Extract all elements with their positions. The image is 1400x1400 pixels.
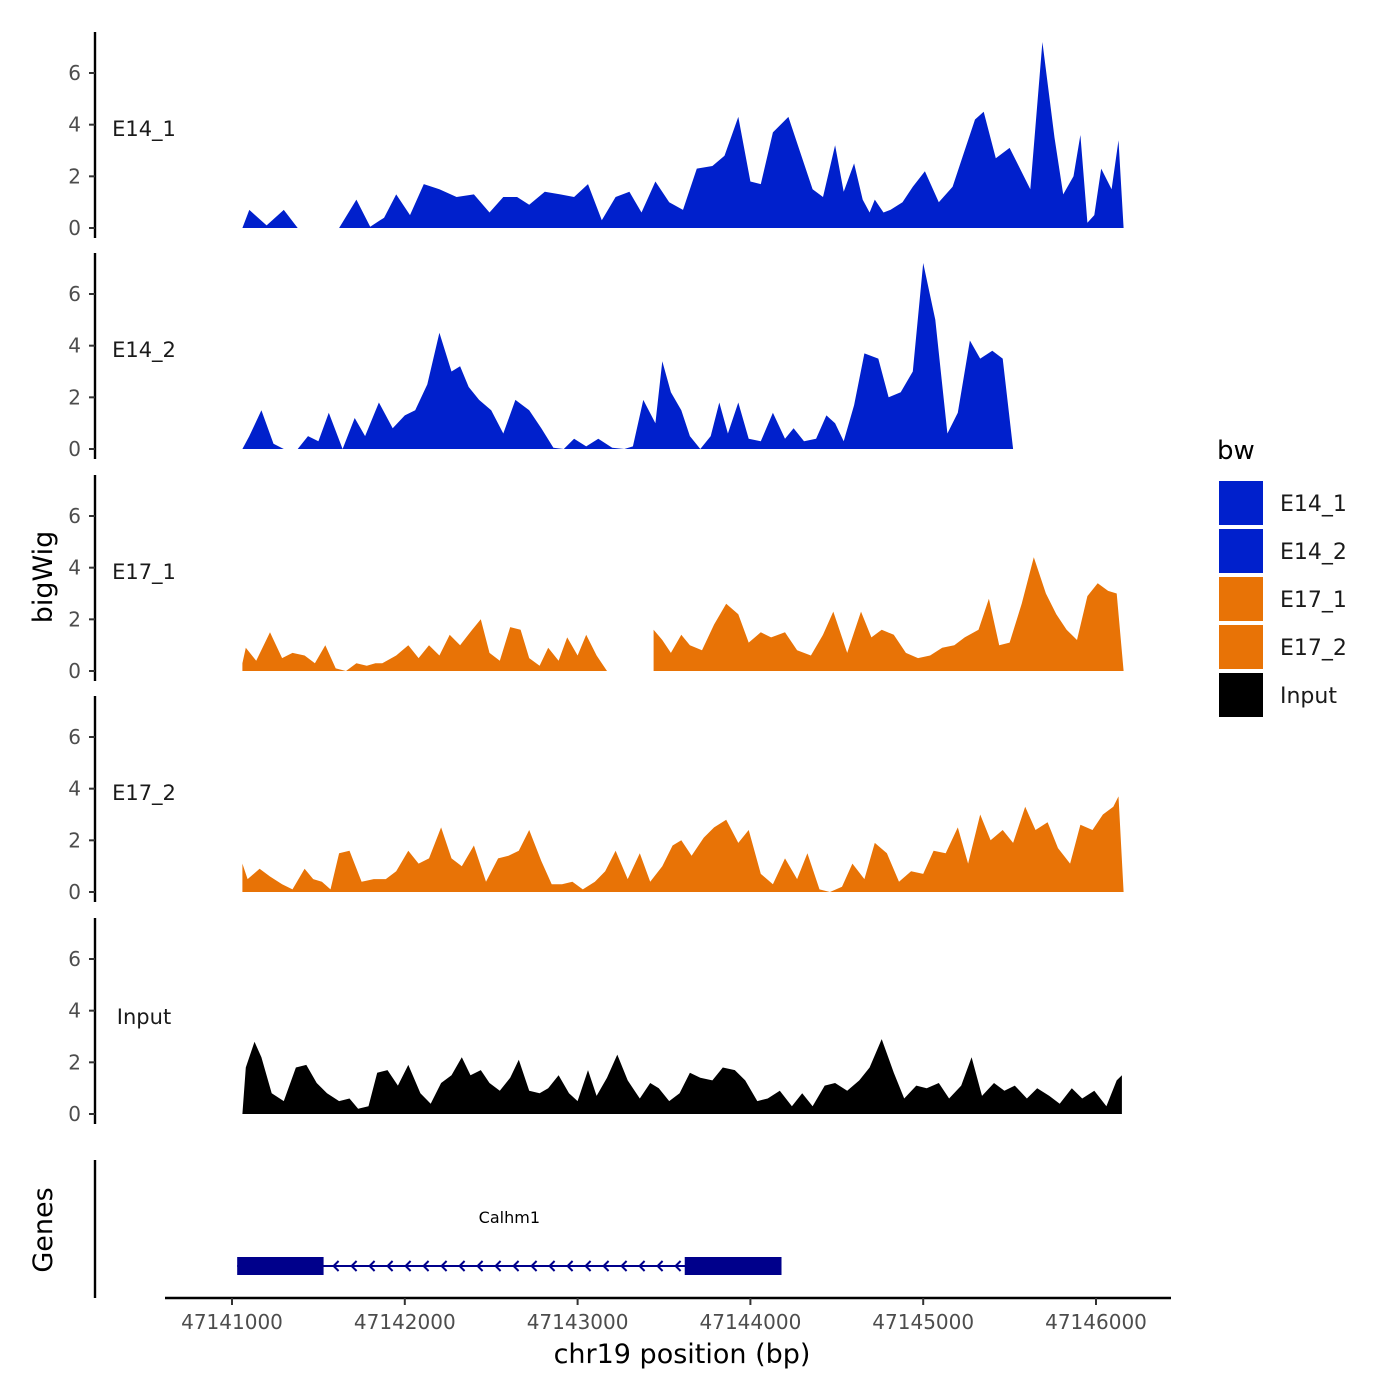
- legend: bw E14_1 E14_2 E17_1 E17_2 Input: [1217, 436, 1347, 717]
- y-tick-label: 6: [68, 947, 81, 971]
- legend-title: bw: [1217, 436, 1255, 466]
- y-tick-label: 4: [68, 556, 81, 580]
- y-tick-label: 4: [68, 777, 81, 801]
- x-tick-label: 47146000: [1045, 1310, 1147, 1334]
- y-tick-label: 6: [68, 504, 81, 528]
- coverage-area: [242, 263, 1124, 449]
- x-axis-title: chr19 position (bp): [554, 1339, 811, 1370]
- strand-arrow: [332, 1260, 340, 1272]
- strand-arrow: [548, 1260, 556, 1272]
- y-tick-label: 4: [68, 999, 81, 1023]
- legend-label: E14_2: [1280, 540, 1347, 565]
- y-tick-label: 4: [68, 113, 81, 137]
- legend-item: Input: [1219, 673, 1337, 717]
- y-axis-title: bigWig: [28, 531, 59, 624]
- gene-exon: [684, 1257, 782, 1275]
- y-tick-label: 2: [68, 164, 81, 188]
- legend-label: E14_1: [1280, 492, 1347, 517]
- track-e17-1: 0 2 4 6 E17_1: [68, 475, 1124, 683]
- y-tick-label: 0: [68, 1102, 81, 1126]
- strand-arrow: [440, 1260, 448, 1272]
- y-tick-label: 0: [68, 659, 81, 683]
- strand-arrow: [566, 1260, 574, 1272]
- genes-axis-title: Genes: [28, 1187, 59, 1272]
- x-tick-label: 47142000: [354, 1310, 456, 1334]
- y-tick-label: 0: [68, 216, 81, 240]
- strand-arrow: [404, 1260, 412, 1272]
- legend-label: Input: [1280, 684, 1337, 709]
- y-tick-label: 4: [68, 334, 81, 358]
- y-tick-label: 0: [68, 437, 81, 461]
- legend-item: E14_2: [1219, 529, 1347, 573]
- strand-arrow: [638, 1260, 646, 1272]
- x-tick-label: 47145000: [872, 1310, 974, 1334]
- gene-exon: [237, 1257, 324, 1275]
- gene-calhm1: Calhm1: [237, 1208, 782, 1275]
- strand-arrow: [602, 1260, 610, 1272]
- strand-arrow: [620, 1260, 628, 1272]
- legend-item: E14_1: [1219, 481, 1347, 525]
- track-e14-1: 0 2 4 6 E14_1: [68, 32, 1124, 240]
- strand-arrow: [656, 1260, 664, 1272]
- track-label: E14_1: [112, 117, 176, 142]
- legend-swatch: [1219, 625, 1263, 669]
- legend-label: E17_2: [1280, 636, 1347, 661]
- y-tick-label: 2: [68, 1050, 81, 1074]
- strand-arrow: [368, 1260, 376, 1272]
- strand-arrow: [422, 1260, 430, 1272]
- legend-swatch: [1219, 529, 1263, 573]
- coverage-area: [242, 42, 1124, 228]
- coverage-area: [242, 1039, 1122, 1114]
- y-tick-label: 2: [68, 828, 81, 852]
- legend-swatch: [1219, 481, 1263, 525]
- strand-arrow: [458, 1260, 466, 1272]
- strand-arrow: [350, 1260, 358, 1272]
- track-panels: 0 2 4 6 E14_1 0 2 4 6 E14_2 0 2 4 6 E17_1 0 2 4 6 E17_2 0 2 4 6…: [68, 32, 1124, 1126]
- track-label: E17_1: [112, 560, 176, 585]
- x-tick-label: 47144000: [700, 1310, 802, 1334]
- legend-item: E17_2: [1219, 625, 1347, 669]
- strand-arrow: [386, 1260, 394, 1272]
- strand-arrow: [674, 1260, 682, 1272]
- legend-swatch: [1219, 673, 1263, 717]
- strand-arrow: [512, 1260, 520, 1272]
- y-tick-label: 6: [68, 725, 81, 749]
- gene-name-label: Calhm1: [479, 1208, 540, 1227]
- strand-arrow: [530, 1260, 538, 1272]
- track-input: 0 2 4 6 Input: [68, 918, 1122, 1126]
- x-tick-label: 47143000: [527, 1310, 629, 1334]
- y-tick-label: 6: [68, 282, 81, 306]
- legend-label: E17_1: [1280, 588, 1347, 613]
- y-tick-label: 6: [68, 61, 81, 85]
- legend-swatch: [1219, 577, 1263, 621]
- y-tick-label: 0: [68, 880, 81, 904]
- y-tick-label: 2: [68, 385, 81, 409]
- strand-arrow: [476, 1260, 484, 1272]
- x-tick-label: 47141000: [181, 1310, 283, 1334]
- legend-item: E17_1: [1219, 577, 1347, 621]
- track-e17-2: 0 2 4 6 E17_2: [68, 696, 1124, 904]
- track-e14-2: 0 2 4 6 E14_2: [68, 253, 1124, 461]
- x-axis: 47141000 47142000 47143000 47144000 47145000…: [165, 1296, 1171, 1334]
- y-tick-label: 2: [68, 607, 81, 631]
- genes-panel: Calhm1: [93, 1160, 782, 1298]
- coverage-area: [242, 557, 1124, 671]
- track-label: E17_2: [112, 781, 176, 806]
- coverage-area: [242, 796, 1124, 892]
- track-label: E14_2: [112, 338, 176, 363]
- strand-arrow: [584, 1260, 592, 1272]
- track-label: Input: [117, 1005, 171, 1029]
- strand-arrow: [494, 1260, 502, 1272]
